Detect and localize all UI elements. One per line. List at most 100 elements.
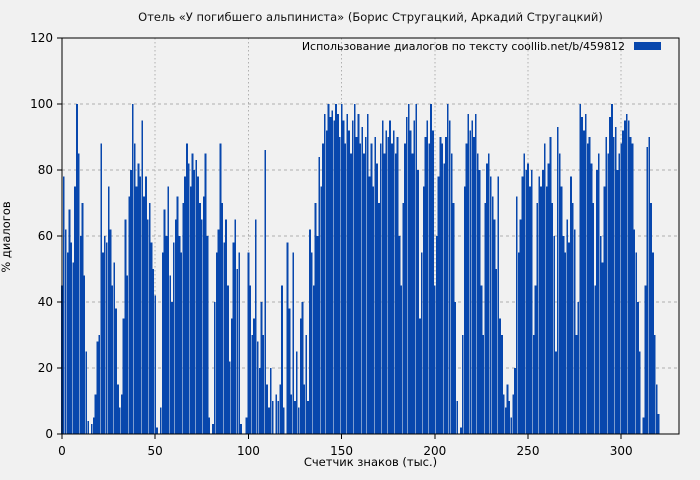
bar — [469, 130, 472, 434]
bar — [223, 242, 226, 434]
bar — [549, 137, 552, 434]
bar — [251, 335, 253, 434]
bar — [575, 335, 578, 434]
bar — [519, 219, 522, 434]
bar — [124, 219, 127, 434]
bar — [186, 143, 188, 434]
bar — [275, 394, 278, 434]
bar — [184, 176, 186, 434]
bar — [592, 203, 595, 434]
bar — [327, 104, 330, 434]
bar — [456, 401, 459, 434]
bar — [81, 203, 84, 434]
bar — [253, 318, 255, 434]
bar — [489, 176, 492, 434]
bar — [279, 384, 281, 434]
bar — [437, 176, 440, 434]
bar — [232, 242, 235, 434]
bar — [141, 120, 144, 434]
bar — [570, 176, 572, 434]
bar — [447, 104, 449, 434]
bar — [484, 203, 487, 434]
bar — [564, 252, 567, 434]
bar — [264, 150, 267, 434]
bar — [372, 186, 375, 434]
bar — [294, 401, 296, 434]
bar — [465, 143, 468, 434]
bar — [187, 163, 190, 434]
bar — [92, 417, 95, 434]
bar — [107, 186, 110, 434]
bar — [182, 203, 185, 434]
legend: Использование диалогов по тексту coollib… — [302, 40, 661, 53]
bar — [297, 407, 300, 434]
bar — [474, 113, 477, 435]
bar — [174, 219, 177, 434]
bar — [452, 203, 455, 434]
bar — [543, 143, 546, 434]
bar — [571, 203, 574, 434]
bar — [478, 170, 481, 434]
bar — [609, 117, 611, 434]
bar — [577, 302, 580, 434]
bar — [601, 262, 604, 434]
bar — [525, 170, 528, 434]
y-tick-label: 60 — [38, 229, 53, 243]
bar — [139, 176, 142, 434]
bar — [310, 252, 313, 434]
bar — [351, 120, 354, 434]
bar — [573, 229, 576, 434]
bar — [309, 229, 311, 434]
bar — [202, 196, 205, 434]
bar — [599, 236, 602, 434]
bar — [350, 153, 352, 434]
bar — [225, 219, 227, 434]
bar — [629, 137, 632, 434]
bar — [215, 252, 218, 434]
bar — [238, 252, 240, 434]
bar — [212, 424, 214, 434]
bar — [200, 219, 203, 434]
bar — [96, 341, 99, 434]
bar — [111, 285, 114, 434]
bars — [61, 104, 660, 435]
bar — [159, 407, 162, 434]
bar — [189, 186, 192, 434]
bar — [596, 170, 598, 434]
bar — [486, 163, 488, 434]
bar — [419, 318, 421, 434]
bar — [584, 113, 587, 435]
bar — [355, 137, 358, 434]
bar — [607, 153, 610, 434]
bar — [66, 252, 69, 434]
bar — [553, 236, 555, 434]
bar — [471, 120, 473, 434]
bar — [411, 153, 414, 434]
bar — [588, 137, 591, 434]
bar — [77, 153, 80, 434]
bar — [476, 153, 479, 434]
bar — [368, 176, 371, 434]
bar — [361, 127, 363, 434]
bar — [161, 252, 164, 434]
bar — [560, 186, 563, 434]
bar — [206, 236, 209, 434]
bar — [473, 137, 475, 434]
bar — [63, 176, 65, 434]
bar — [288, 308, 291, 434]
bar — [193, 170, 196, 434]
x-tick-label: 300 — [610, 444, 633, 458]
bar — [353, 104, 356, 434]
bar — [491, 196, 494, 434]
bar — [150, 242, 153, 434]
bar — [132, 104, 134, 434]
bar — [383, 153, 386, 434]
bar — [504, 407, 507, 434]
bar — [409, 130, 412, 434]
bar — [227, 285, 229, 434]
bar — [618, 153, 621, 434]
bar — [258, 368, 261, 434]
bar — [562, 236, 565, 434]
bar — [635, 252, 637, 434]
bar — [260, 302, 263, 434]
